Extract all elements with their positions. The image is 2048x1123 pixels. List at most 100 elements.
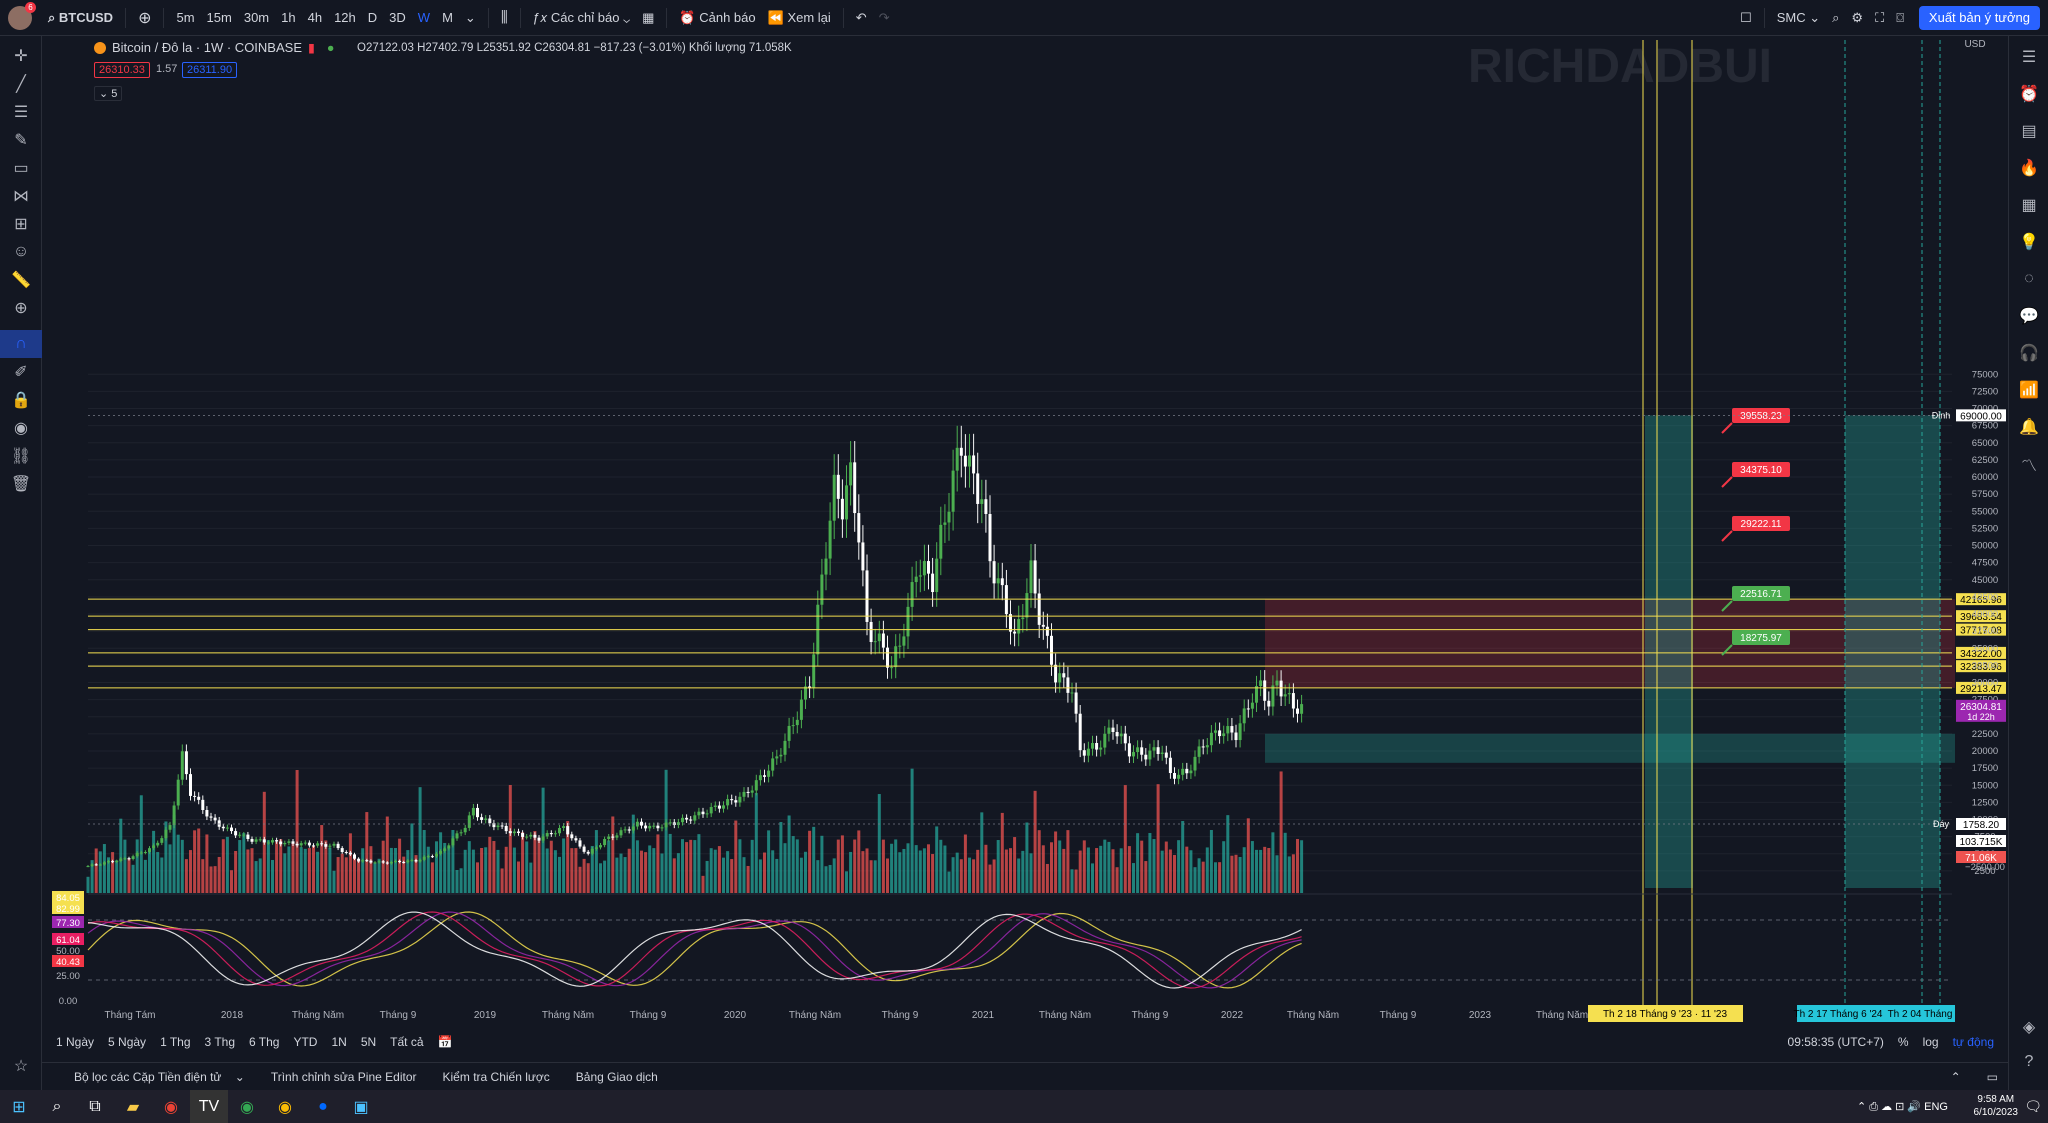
tab-pine-editor[interactable]: Trình chỉnh sửa Pine Editor — [270, 1069, 417, 1084]
indicators-collapse[interactable]: ⌄ 5 — [94, 86, 123, 101]
symbol-search-button[interactable]: ⌕ BTCUSD — [48, 9, 114, 25]
file-explorer-icon[interactable]: ▰ — [126, 1098, 140, 1116]
chrome-profile-icon[interactable]: ◉ — [240, 1098, 254, 1116]
eye-icon[interactable]: ◉ — [14, 420, 28, 437]
range-6[interactable]: 1N — [331, 1035, 347, 1049]
fib-icon[interactable]: ☰ — [13, 104, 29, 121]
emoji-icon[interactable]: ☺ — [12, 243, 30, 260]
chrome-profile-2-icon[interactable]: ◉ — [278, 1098, 292, 1116]
percent-toggle[interactable]: % — [1897, 1035, 1909, 1049]
auto-toggle[interactable]: tự động — [1952, 1035, 1994, 1049]
tab-trading-panel[interactable]: Bảng Giao dịch — [575, 1069, 658, 1084]
line-chart-icon[interactable]: 〽 — [2020, 457, 2037, 475]
trash-icon[interactable]: 🗑 — [10, 476, 32, 493]
interval-5m[interactable]: 5m — [176, 10, 195, 25]
interval-12h[interactable]: 12h — [334, 10, 356, 25]
range-0[interactable]: 1 Ngày — [56, 1035, 95, 1049]
alerts-clock-icon[interactable]: ⏰ — [2019, 85, 2039, 103]
stay-drawing-icon[interactable]: ✐ — [14, 364, 28, 381]
gear-icon[interactable]: ⚙ — [1851, 9, 1864, 25]
goto-date-icon[interactable]: 📅 — [437, 1035, 453, 1049]
windows-start-icon[interactable]: ⊞ — [12, 1098, 26, 1116]
camera-icon[interactable]: ⌼ — [1896, 9, 1904, 25]
ruler-icon[interactable]: 📏 — [11, 272, 31, 289]
volume-bar — [168, 844, 172, 893]
layout-square-icon[interactable]: ☐ — [1740, 9, 1752, 25]
interval-15m[interactable]: 15m — [206, 10, 232, 25]
chrome-icon[interactable]: ◉ — [164, 1098, 178, 1116]
sell-price-box[interactable]: 26310.33 — [94, 62, 150, 78]
photos-icon[interactable]: ▣ — [353, 1098, 369, 1116]
candle-style-icon[interactable]: ⫼ — [500, 9, 508, 26]
interval-M[interactable]: M — [442, 10, 453, 25]
range-4[interactable]: 6 Thg — [249, 1035, 280, 1049]
replay-button[interactable]: ⏪ Xem lại — [767, 9, 831, 25]
add-symbol-icon[interactable]: ⊕ — [138, 9, 152, 27]
alert-button[interactable]: ⏰ Cảnh báo — [679, 9, 756, 25]
help-icon[interactable]: ? — [2024, 1052, 2034, 1070]
publish-idea-button[interactable]: Xuất bản ý tưởng — [1918, 6, 2040, 30]
flag-icon[interactable]: ▮ — [308, 41, 315, 55]
lock-icon[interactable]: 🔒 — [11, 392, 31, 409]
annotation-icon[interactable]: ▭ — [13, 160, 29, 177]
signal-icon[interactable]: 📶 — [2019, 381, 2039, 399]
tradingview-app-icon[interactable]: TV — [190, 1090, 228, 1123]
interval-3D[interactable]: 3D — [389, 10, 406, 25]
fullscreen-icon[interactable]: ⛶ — [1875, 9, 1885, 25]
interval-W[interactable]: W — [417, 10, 431, 25]
range-2[interactable]: 1 Thg — [160, 1035, 191, 1049]
calendar-icon[interactable]: ▦ — [2021, 196, 2037, 214]
task-view-icon[interactable]: ⧉ — [89, 1097, 101, 1115]
range-8[interactable]: Tất cả — [390, 1035, 424, 1049]
quick-search-icon[interactable]: ⌕ — [1832, 9, 1840, 25]
bell-icon[interactable]: 🔔 — [2019, 418, 2039, 436]
interval-30m[interactable]: 30m — [243, 10, 270, 25]
maximize-panel-icon[interactable]: ▭ — [1986, 1069, 1998, 1084]
candle-body — [738, 796, 742, 803]
collapse-panel-icon[interactable]: ⌃ — [1950, 1069, 1961, 1084]
chevron-down-icon[interactable]: ⌄ — [464, 9, 476, 25]
tab-strategy-tester[interactable]: Kiểm tra Chiến lược — [442, 1069, 550, 1084]
indicators-button[interactable]: ƒ𝑥 Các chỉ báo ⌄ — [532, 9, 631, 25]
headset-icon[interactable]: 🎧 — [2019, 344, 2039, 362]
language-indicator[interactable]: ENG — [1924, 1101, 1948, 1113]
taskbar-clock[interactable]: 9:58 AM 6/10/2023 — [1973, 1094, 2019, 1118]
zalo-icon[interactable]: ● — [318, 1097, 328, 1115]
layers-icon[interactable]: ◈ — [2022, 1018, 2036, 1036]
chat-icon[interactable]: 💬 — [2019, 307, 2039, 325]
pattern-icon[interactable]: ⋈ — [13, 188, 29, 205]
link-icon[interactable]: ⛓ — [10, 448, 32, 465]
interval-1h[interactable]: 1h — [281, 10, 296, 25]
zoom-icon[interactable]: ⊕ — [14, 300, 28, 317]
buy-price-box[interactable]: 26311.90 — [182, 62, 238, 78]
crosshair-icon[interactable]: ✛ — [14, 48, 28, 65]
log-toggle[interactable]: log — [1922, 1035, 1939, 1049]
range-1[interactable]: 5 Ngày — [108, 1035, 147, 1049]
range-3[interactable]: 3 Thg — [204, 1035, 235, 1049]
tray-icons[interactable]: ⌃ ⎙ ☁ ⊡ 🔊 — [1856, 1101, 1925, 1113]
news-icon[interactable]: ▤ — [2021, 122, 2037, 140]
interval-4h[interactable]: 4h — [307, 10, 323, 25]
watchlist-icon[interactable]: ☰ — [2021, 48, 2037, 66]
magnet-icon[interactable]: ∩ — [0, 330, 42, 358]
layouts-icon[interactable]: ▦ — [642, 9, 655, 25]
template-select[interactable]: SMC ⌄ — [1776, 9, 1821, 25]
range-7[interactable]: 5N — [360, 1035, 377, 1049]
search-icon[interactable]: ⌕ — [52, 1097, 62, 1115]
streams-icon[interactable]: ◌ — [2024, 269, 2034, 287]
price-chart[interactable]: RICHDADBUI 42165.96 39683.54 37717.08 34322… — [43, 37, 2008, 1037]
prediction-icon[interactable]: ⊞ — [14, 216, 28, 233]
range-5[interactable]: YTD — [293, 1035, 318, 1049]
redo-icon[interactable]: ↷ — [878, 9, 890, 25]
trend-line-icon[interactable]: ╱ — [16, 76, 26, 93]
interval-D[interactable]: D — [367, 10, 378, 25]
hotlist-icon[interactable]: 🔥 — [2019, 159, 2039, 177]
undo-icon[interactable]: ↶ — [855, 9, 867, 25]
avatar[interactable]: 6 — [8, 1, 36, 30]
tab-crypto-screener[interactable]: Bộ lọc các Cặp Tiền điện tử ⌄ — [74, 1069, 245, 1084]
star-icon[interactable]: ☆ — [13, 1058, 29, 1075]
ideas-icon[interactable]: 💡 — [2019, 233, 2039, 251]
clock-time[interactable]: 09:58:35 (UTC+7) — [1787, 1035, 1884, 1049]
notification-icon[interactable]: 🗨 — [2024, 1098, 2042, 1114]
brush-icon[interactable]: ✎ — [14, 132, 28, 149]
